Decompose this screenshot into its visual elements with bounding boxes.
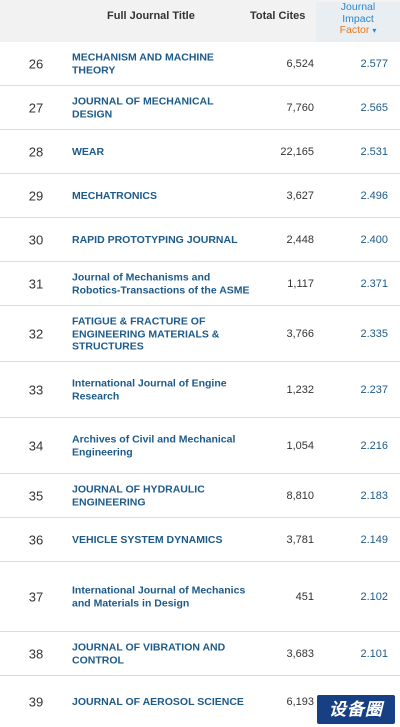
column-header-journal-impact-factor[interactable]: Journal Impact Factor ▾ [316, 1, 400, 42]
rank-cell: 30 [28, 232, 44, 248]
table-row: 30 RAPID PROTOTYPING JOURNAL 2,448 2.400 [0, 218, 400, 262]
journal-title-link[interactable]: Journal of Mechanisms and Robotics-Trans… [72, 271, 250, 297]
impact-factor-cell: 2.577 [360, 58, 388, 70]
impact-factor-cell: 2.371 [360, 278, 388, 290]
column-header-total-cites[interactable]: Total Cites [250, 10, 306, 22]
jif-header-line2: Impact [342, 12, 374, 25]
journal-title-link[interactable]: JOURNAL OF AEROSOL SCIENCE [72, 695, 244, 708]
journal-title-link[interactable]: International Journal of Mechanics and M… [72, 584, 246, 610]
impact-factor-cell: 2.102 [360, 591, 388, 603]
rank-cell: 37 [28, 589, 44, 605]
total-cites-cell: 1,054 [286, 440, 314, 452]
journal-title-link[interactable]: FATIGUE & FRACTURE OF ENGINEERING MATERI… [72, 315, 220, 353]
rank-cell: 27 [28, 100, 44, 116]
journal-title-link[interactable]: WEAR [72, 145, 105, 158]
rank-cell: 33 [28, 382, 44, 398]
impact-factor-cell: 2.565 [360, 102, 388, 114]
journal-title-link[interactable]: MECHATRONICS [72, 189, 157, 202]
column-header-full-journal-title[interactable]: Full Journal Title [107, 10, 195, 22]
table-row: 35 JOURNAL OF HYDRAULIC ENGINEERING 8,810 2… [0, 474, 400, 518]
total-cites-cell: 6,524 [286, 58, 314, 70]
journal-title-link[interactable]: MECHANISM AND MACHINE THEORY [72, 51, 214, 77]
sort-descending-icon[interactable]: ▾ [372, 26, 377, 35]
total-cites-cell: 3,766 [286, 328, 314, 340]
table-row: 26 MECHANISM AND MACHINE THEORY 6,524 2.577 [0, 42, 400, 86]
watermark-logo: 设备圈 [317, 695, 395, 724]
impact-factor-cell: 2.183 [360, 490, 388, 502]
total-cites-cell: 2,448 [286, 234, 314, 246]
rank-cell: 36 [28, 532, 44, 548]
total-cites-cell: 3,683 [286, 648, 314, 660]
total-cites-cell: 8,810 [286, 490, 314, 502]
table-row: 32 FATIGUE & FRACTURE OF ENGINEERING MATE… [0, 306, 400, 362]
rank-cell: 34 [28, 438, 44, 454]
total-cites-cell: 3,781 [286, 534, 314, 546]
total-cites-cell: 22,165 [280, 146, 314, 158]
rank-cell: 35 [28, 488, 44, 504]
table-row: 34 Archives of Civil and Mechanical Engin… [0, 418, 400, 474]
rank-cell: 31 [28, 276, 44, 292]
impact-factor-cell: 2.496 [360, 190, 388, 202]
impact-factor-cell: 2.531 [360, 146, 388, 158]
total-cites-cell: 6,193 [286, 695, 314, 708]
rank-cell: 39 [28, 694, 44, 709]
jif-header-line3: Factor ▾ [339, 24, 377, 36]
rank-cell: 38 [28, 646, 44, 662]
table-row: 36 VEHICLE SYSTEM DYNAMICS 3,781 2.149 [0, 518, 400, 562]
table-header: Full Journal Title Total Cites Journal I… [0, 0, 400, 43]
rank-cell: 28 [28, 144, 44, 160]
rank-cell: 32 [28, 326, 44, 342]
table-row: 33 International Journal of Engine Resear… [0, 362, 400, 418]
jif-header-line1: Journal [340, 1, 376, 13]
total-cites-cell: 1,232 [286, 384, 314, 396]
impact-factor-cell: 2.216 [360, 440, 388, 452]
impact-factor-cell: 2.149 [360, 534, 388, 546]
total-cites-cell: 1,117 [287, 278, 314, 290]
table-row: 28 WEAR 22,165 2.531 [0, 130, 400, 174]
impact-factor-cell: 2.400 [360, 234, 388, 246]
journal-title-link[interactable]: Archives of Civil and Mechanical Enginee… [72, 433, 236, 459]
journal-title-link[interactable]: International Journal of Engine Research [72, 377, 227, 403]
journal-title-link[interactable]: JOURNAL OF HYDRAULIC ENGINEERING [72, 483, 205, 509]
table-row: 29 MECHATRONICS 3,627 2.496 [0, 174, 400, 218]
rank-cell: 26 [28, 56, 44, 72]
total-cites-cell: 451 [295, 591, 314, 603]
rank-cell: 29 [28, 188, 44, 204]
journal-title-link[interactable]: VEHICLE SYSTEM DYNAMICS [72, 533, 223, 546]
impact-factor-cell: 2.101 [360, 648, 388, 660]
journal-title-link[interactable]: JOURNAL OF VIBRATION AND CONTROL [72, 641, 226, 667]
journal-title-link[interactable]: JOURNAL OF MECHANICAL DESIGN [72, 95, 214, 121]
total-cites-cell: 7,760 [286, 102, 314, 114]
table-row: 38 JOURNAL OF VIBRATION AND CONTROL 3,683 2… [0, 632, 400, 676]
table-row: 37 International Journal of Mechanics and… [0, 562, 400, 632]
impact-factor-cell: 2.237 [360, 384, 388, 396]
journal-title-link[interactable]: RAPID PROTOTYPING JOURNAL [72, 233, 238, 246]
table-row: 27 JOURNAL OF MECHANICAL DESIGN 7,760 2.565 [0, 86, 400, 130]
table-row: 31 Journal of Mechanisms and Robotics-Tra… [0, 262, 400, 306]
total-cites-cell: 3,627 [286, 190, 314, 202]
impact-factor-cell: 2.335 [360, 328, 388, 340]
